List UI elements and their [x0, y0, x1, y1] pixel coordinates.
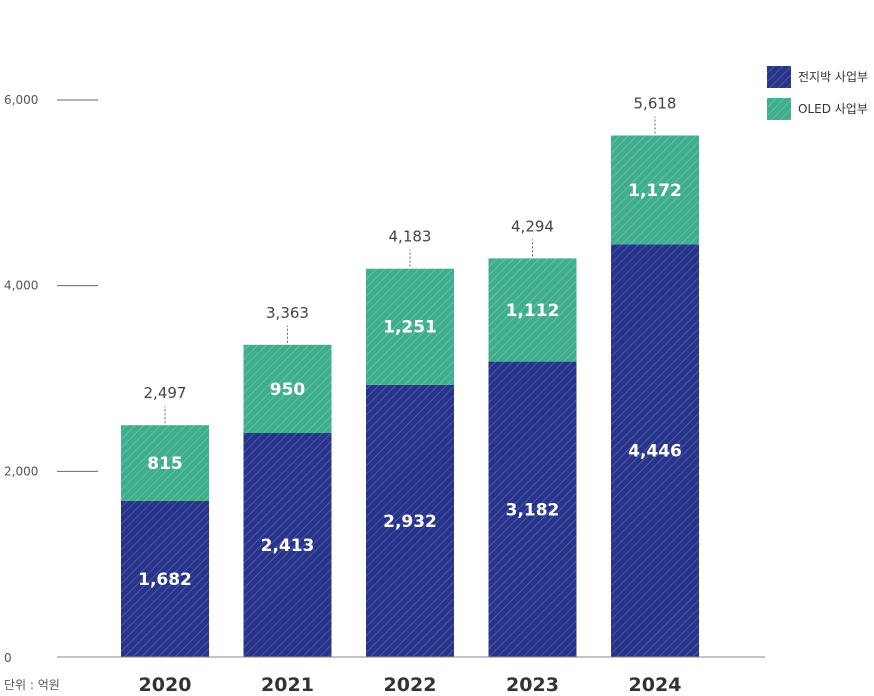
x-tick-label: 2022: [384, 674, 437, 696]
bar-value-label: 4,446: [628, 442, 682, 462]
bar-value-label: 3,182: [506, 500, 560, 520]
bar-segment-0-2023: [488, 361, 577, 657]
total-label: 4,183: [389, 228, 432, 246]
bar-value-label: 1,112: [506, 301, 560, 321]
y-tick-label: 2,000: [4, 464, 38, 478]
bar-value-label: 2,413: [261, 536, 315, 556]
legend: 전지박 사업부 OLED 사업부: [767, 66, 868, 120]
bar-segment-0-2024: [611, 244, 699, 657]
y-axis: 0 2,000 4,000 6,000: [4, 93, 98, 665]
labels: 1,682 815 2,497 2020 2,413 950 3,363 2021 2,932 1…: [138, 94, 682, 696]
x-tick-label: 2021: [261, 674, 314, 696]
total-label: 4,294: [511, 217, 554, 235]
y-tick-label: 4,000: [4, 279, 38, 293]
bar-value-label: 815: [147, 454, 183, 474]
y-tick-label: 6,000: [4, 93, 38, 107]
bar-value-label: 1,251: [383, 318, 437, 338]
y-tick-label: 0: [4, 651, 12, 665]
total-label: 2,497: [144, 384, 187, 402]
bar-value-label: 2,932: [383, 512, 437, 532]
bar-segment-0-2021: [243, 432, 332, 657]
x-tick-label: 2024: [629, 674, 682, 696]
x-tick-label: 2020: [139, 674, 192, 696]
bar-segment-1-2021: [243, 344, 332, 433]
legend-label-1: OLED 사업부: [798, 102, 868, 116]
x-tick-label: 2023: [506, 674, 559, 696]
bar-segment-1-2024: [611, 135, 699, 245]
bar-segment-0-2022: [366, 384, 454, 657]
bar-segment-0-2020: [121, 500, 209, 657]
bar-value-label: 1,172: [628, 181, 682, 201]
bar-segment-1-2023: [488, 258, 577, 362]
bar-segment-1-2020: [121, 425, 209, 501]
bar-value-label: 1,682: [138, 570, 192, 590]
unit-label: 단위 : 억원: [4, 678, 60, 692]
bars: [121, 135, 699, 657]
total-label: 5,618: [634, 94, 677, 112]
total-label: 3,363: [266, 304, 309, 322]
legend-label-0: 전지박 사업부: [798, 70, 868, 84]
legend-swatch-0: [767, 66, 791, 88]
bar-value-label: 950: [270, 380, 306, 400]
legend-swatch-1: [767, 98, 791, 120]
bar-segment-1-2022: [366, 268, 454, 385]
